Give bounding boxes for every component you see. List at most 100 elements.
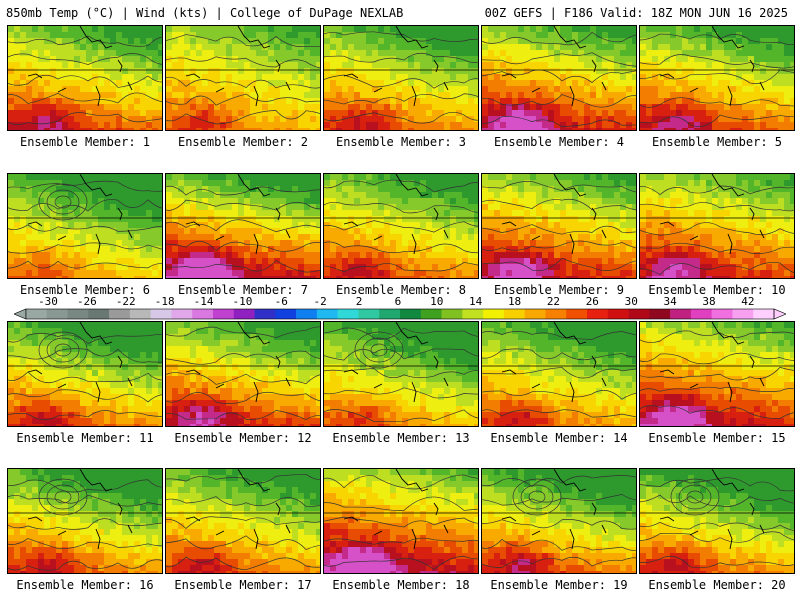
- height-contour: [166, 219, 320, 233]
- height-contour: [8, 112, 162, 125]
- colorbar-swatch: [545, 309, 567, 319]
- height-contour: [640, 531, 794, 543]
- height-contour: [482, 257, 636, 271]
- height-contour: [8, 92, 162, 104]
- height-contour: [8, 53, 162, 65]
- colorbar-swatch: [607, 309, 629, 319]
- height-contour: [8, 242, 162, 254]
- coastline: [659, 469, 765, 550]
- height-contour: [482, 475, 636, 487]
- height-contour: [8, 538, 162, 550]
- coastline: [185, 174, 291, 255]
- colorbar-swatch: [150, 309, 172, 319]
- height-contour: [482, 52, 636, 67]
- colorbar-swatch: [171, 309, 193, 319]
- height-contour: [324, 367, 478, 379]
- colorbar-swatch: [711, 309, 733, 319]
- colorbar-swatch: [358, 309, 380, 319]
- height-contour: [324, 262, 478, 273]
- height-contour: [482, 240, 636, 251]
- colorbar-swatch: [566, 309, 588, 319]
- height-contour: [166, 409, 320, 420]
- ensemble-member-map-20: [639, 468, 795, 574]
- ensemble-member-label-20: Ensemble Member: 20: [648, 578, 786, 592]
- height-contour: [166, 56, 320, 69]
- height-contour: [324, 348, 478, 361]
- height-contour: [166, 110, 320, 125]
- height-contour: [324, 52, 478, 63]
- colorbar-swatch: [46, 309, 68, 319]
- colorbar-min-arrow: [14, 308, 27, 320]
- colorbar-swatch: [420, 309, 442, 319]
- height-contour: [324, 179, 478, 193]
- height-contour: [482, 367, 636, 379]
- low-pressure-contour: [54, 195, 72, 209]
- ensemble-member-map-8: [323, 173, 479, 279]
- colorbar-swatch: [441, 309, 463, 319]
- ensemble-member-label-9: Ensemble Member: 9: [493, 283, 625, 297]
- low-pressure-contour: [38, 478, 88, 516]
- height-contour: [166, 372, 320, 385]
- ensemble-member-label-13: Ensemble Member: 13: [332, 431, 470, 445]
- height-contour: [324, 537, 478, 545]
- height-contour: [640, 33, 794, 46]
- height-contour: [8, 199, 162, 212]
- colorbar-frame: [25, 308, 775, 320]
- height-contour: [166, 496, 320, 507]
- height-contour: [640, 242, 794, 254]
- temperature-colorbar: [14, 308, 786, 320]
- colorbar-tick-label: 14: [469, 295, 483, 308]
- ensemble-member-label-2: Ensemble Member: 2: [177, 135, 309, 149]
- ensemble-member-label-15: Ensemble Member: 15: [648, 431, 786, 445]
- height-contour: [8, 559, 162, 571]
- coastline: [27, 174, 133, 255]
- colorbar-swatch: [690, 309, 712, 319]
- height-contour: [482, 538, 636, 551]
- height-contour: [482, 180, 636, 193]
- ensemble-member-label-5: Ensemble Member: 5: [651, 135, 783, 149]
- coastline: [185, 26, 291, 107]
- height-contour: [482, 69, 636, 84]
- coastline: [185, 322, 291, 403]
- colorbar-tick-label: -2: [313, 295, 327, 308]
- ensemble-member-map-14: [481, 321, 637, 427]
- colorbar-swatch: [254, 309, 276, 319]
- height-contour: [482, 390, 636, 400]
- height-contour: [482, 348, 636, 361]
- colorbar-max-arrow: [773, 308, 786, 320]
- height-contour: [8, 332, 162, 344]
- map-title: 850mb Temp (°C) | Wind (kts) | College o…: [6, 6, 404, 20]
- colorbar-swatch: [129, 309, 151, 319]
- colorbar-swatch: [670, 309, 692, 319]
- height-contour: [482, 224, 636, 235]
- ensemble-member-label-11: Ensemble Member: 11: [16, 431, 154, 445]
- ensemble-member-map-6: [7, 173, 163, 279]
- height-contour: [640, 352, 794, 365]
- low-pressure-contour: [370, 343, 388, 357]
- coastline: [27, 322, 133, 403]
- height-contour: [640, 521, 794, 531]
- low-pressure-contour: [362, 337, 396, 363]
- colorbar-swatch: [337, 309, 359, 319]
- height-contour: [8, 35, 162, 47]
- height-contour: [8, 348, 162, 363]
- height-contour: [166, 473, 320, 484]
- low-pressure-contour: [678, 484, 712, 510]
- low-pressure-contour: [686, 490, 704, 504]
- height-contour: [324, 93, 478, 105]
- ensemble-member-map-10: [639, 173, 795, 279]
- coastline: [501, 469, 607, 550]
- height-contour: [640, 330, 794, 343]
- colorbar-swatch: [192, 309, 214, 319]
- low-pressure-contour: [46, 337, 80, 363]
- ensemble-member-label-6: Ensemble Member: 6: [19, 283, 151, 297]
- height-contour: [482, 94, 636, 108]
- ensemble-member-map-16: [7, 468, 163, 574]
- ensemble-member-label-19: Ensemble Member: 19: [490, 578, 628, 592]
- colorbar-swatch: [628, 309, 650, 319]
- coastline: [185, 469, 291, 550]
- colorbar-tick-label: 26: [585, 295, 599, 308]
- ensemble-member-label-10: Ensemble Member: 10: [648, 283, 786, 297]
- height-contour: [8, 260, 162, 269]
- height-contour: [640, 386, 794, 392]
